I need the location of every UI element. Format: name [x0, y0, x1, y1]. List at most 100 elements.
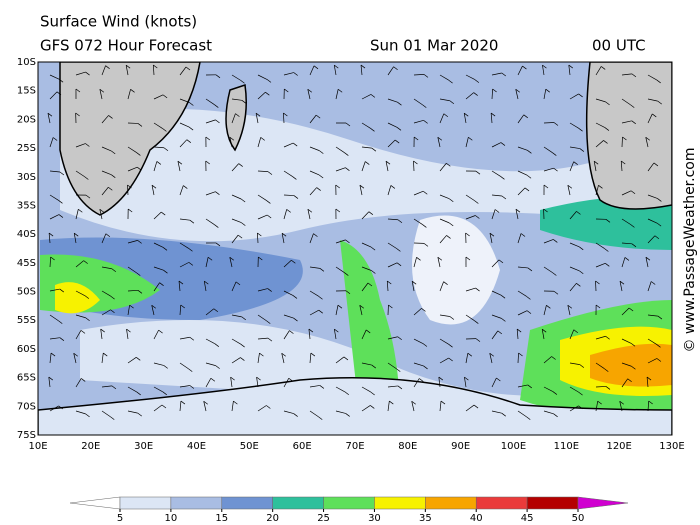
- barb: [647, 281, 652, 292]
- barb: [215, 119, 220, 124]
- barb: [501, 318, 506, 322]
- barb: [439, 113, 445, 124]
- barb: [416, 257, 421, 261]
- barb: [283, 259, 292, 268]
- barb: [553, 413, 558, 418]
- barb: [411, 401, 415, 412]
- barb: [413, 74, 425, 76]
- barb: [489, 232, 495, 237]
- barb: [551, 356, 556, 360]
- barb: [335, 208, 341, 213]
- lat-label: 70S: [17, 401, 36, 412]
- barb: [465, 404, 475, 412]
- barb: [569, 386, 579, 393]
- barb: [527, 384, 532, 389]
- barb: [189, 385, 195, 389]
- barb: [240, 79, 245, 84]
- barb: [291, 259, 296, 264]
- barb: [517, 310, 528, 316]
- barb: [645, 137, 649, 148]
- barb: [542, 64, 547, 69]
- barb: [85, 71, 90, 76]
- barb: [292, 295, 298, 299]
- barb: [467, 352, 473, 357]
- calm-area: [60, 108, 620, 242]
- barb: [517, 233, 522, 244]
- barb: [178, 280, 184, 285]
- barb: [646, 377, 649, 388]
- barb: [396, 262, 402, 267]
- barb: [543, 184, 549, 189]
- barb: [319, 385, 325, 389]
- barb: [334, 64, 339, 69]
- time: 00 UTC: [592, 37, 646, 55]
- barb: [293, 317, 298, 322]
- colorbar-arrow-low: [69, 496, 121, 510]
- barb: [231, 234, 239, 244]
- barb: [437, 256, 443, 261]
- barb: [421, 308, 426, 312]
- barb: [630, 104, 635, 108]
- barb: [73, 353, 77, 364]
- barb: [595, 66, 602, 76]
- barb: [605, 335, 610, 340]
- barb: [231, 281, 237, 292]
- barb: [127, 166, 138, 172]
- barb: [527, 150, 532, 154]
- barb: [621, 98, 631, 105]
- barb: [58, 214, 64, 218]
- lon-label: 90E: [451, 441, 470, 452]
- barb: [370, 128, 375, 132]
- barb: [515, 209, 519, 220]
- barb: [235, 113, 240, 117]
- lat-label: 45S: [17, 258, 36, 269]
- barb: [214, 224, 219, 228]
- barb: [259, 352, 264, 357]
- barb: [619, 400, 624, 405]
- barb: [498, 259, 504, 264]
- barb: [387, 66, 394, 76]
- barb: [371, 147, 377, 152]
- barb: [235, 281, 241, 286]
- barb: [101, 146, 112, 152]
- barb: [387, 185, 392, 196]
- barb: [411, 280, 417, 285]
- barb: [84, 176, 89, 180]
- barb: [256, 377, 259, 388]
- barb: [101, 266, 112, 270]
- barb: [552, 272, 557, 276]
- colorbar-segment: [323, 496, 375, 510]
- barb: [413, 160, 415, 172]
- barb: [137, 123, 143, 127]
- barb: [59, 288, 65, 293]
- lon-label: 60E: [293, 441, 312, 452]
- barb: [360, 65, 363, 76]
- barb: [110, 416, 115, 420]
- barb: [136, 391, 141, 396]
- barb: [292, 176, 297, 180]
- barb: [344, 152, 349, 156]
- barb: [179, 185, 184, 196]
- barb: [162, 128, 167, 132]
- barb: [130, 89, 135, 93]
- barb: [465, 314, 475, 321]
- barb: [257, 91, 266, 100]
- barb: [75, 112, 80, 117]
- barb: [230, 377, 233, 388]
- land-antarctica: [38, 377, 672, 435]
- barb: [619, 401, 623, 412]
- barb: [318, 174, 324, 179]
- barb: [443, 281, 448, 285]
- barb: [205, 218, 215, 225]
- barb: [396, 368, 401, 372]
- barb: [231, 357, 241, 364]
- barb: [258, 256, 263, 261]
- barb: [108, 115, 113, 119]
- barb: [656, 79, 661, 84]
- barb: [543, 356, 552, 364]
- barb: [49, 405, 59, 412]
- barb: [494, 209, 500, 213]
- barb: [491, 170, 501, 177]
- barb: [127, 289, 139, 292]
